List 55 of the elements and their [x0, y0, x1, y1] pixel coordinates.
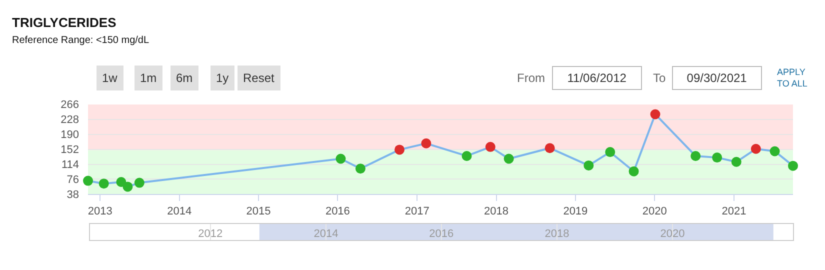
text: 11/06/2012 — [567, 71, 627, 85]
text: 1m — [140, 71, 157, 85]
x2-tick-label: 2020 — [660, 228, 685, 240]
text: APPLY TO ALL — [777, 67, 808, 89]
point — [770, 146, 780, 156]
text: To — [653, 71, 666, 85]
y-tick-label: 114 — [61, 159, 79, 172]
chart-subtitle: Reference Range: <150 mg/dL — [12, 35, 150, 46]
point — [650, 109, 660, 120]
point — [605, 147, 616, 158]
y-tick-label: 76 — [66, 174, 79, 186]
point — [544, 143, 555, 154]
x2-tick-label: 2018 — [544, 228, 570, 240]
point — [122, 182, 133, 192]
point — [421, 138, 432, 148]
point — [336, 154, 346, 164]
y-tick-label: 228 — [60, 114, 79, 126]
y-tick-label: 152 — [60, 144, 79, 156]
x-tick-label: 2014 — [167, 205, 192, 218]
x-tick-label: 2015 — [246, 205, 271, 218]
point — [98, 178, 109, 189]
text: 1y — [216, 71, 229, 85]
x-tick-label: 2018 — [484, 205, 508, 218]
point — [628, 166, 639, 176]
x2-tick-label: 2014 — [314, 228, 338, 240]
y-tick-label: 38 — [66, 189, 79, 202]
x-tick-label: 2020 — [642, 205, 667, 218]
text: Reset — [243, 71, 276, 85]
point — [712, 152, 722, 163]
point — [504, 154, 514, 164]
point — [83, 176, 93, 186]
text: 6m — [176, 71, 193, 85]
point — [394, 144, 404, 155]
x-tick-label: 2016 — [325, 205, 350, 218]
text: 1w — [102, 71, 118, 85]
point — [355, 164, 366, 174]
chart-title: TRIGLYCERIDES — [12, 15, 117, 30]
point — [485, 142, 496, 152]
point — [584, 160, 594, 170]
x-tick-label: 2019 — [563, 205, 588, 218]
point — [134, 178, 144, 188]
x2-tick-label: 2012 — [198, 228, 223, 240]
x-tick-label: 2021 — [722, 205, 746, 218]
point — [750, 144, 761, 154]
point — [731, 156, 742, 167]
point — [462, 150, 472, 161]
y-tick-label: 266 — [60, 99, 79, 112]
point — [690, 150, 701, 161]
point — [788, 160, 798, 171]
x2-tick-label: 2016 — [429, 228, 454, 240]
y-tick-label: 190 — [60, 129, 79, 142]
text: 09/30/2021 — [686, 71, 748, 85]
text: From — [517, 71, 545, 85]
x-tick-label: 2013 — [88, 205, 112, 218]
x-tick-label: 2017 — [404, 205, 430, 218]
